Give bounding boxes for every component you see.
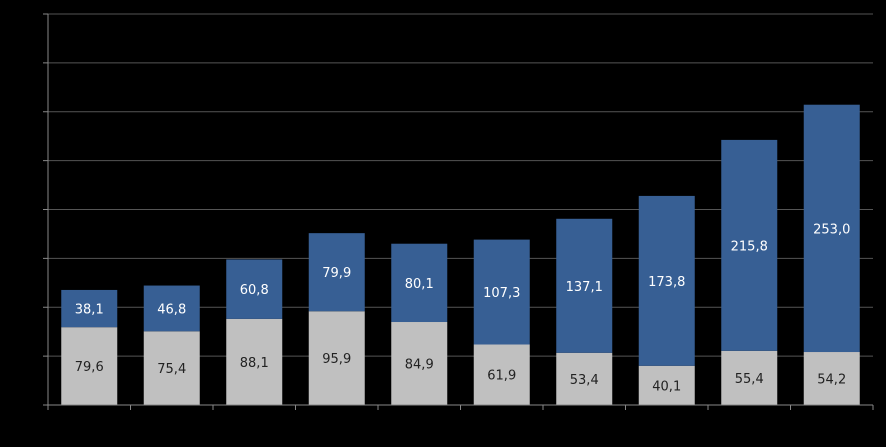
bar-segment-upper — [61, 289, 118, 328]
bar-segment-upper — [226, 259, 283, 319]
bar-segment-lower — [143, 331, 200, 405]
data-label: 38,1 — [75, 303, 104, 318]
data-label: 137,1 — [566, 280, 603, 295]
data-label: 80,1 — [405, 277, 434, 292]
bars — [61, 104, 860, 405]
bar-segment-lower — [226, 318, 283, 405]
data-label: 84,9 — [405, 358, 434, 373]
bar-segment-lower — [61, 327, 118, 405]
data-label: 61,9 — [487, 369, 516, 384]
data-label: 79,6 — [75, 360, 104, 375]
bar-segment-upper — [721, 139, 778, 351]
bar-segment-upper — [473, 239, 530, 345]
bar-segment-lower — [638, 365, 695, 405]
data-label: 53,4 — [570, 373, 599, 388]
bar-segment-upper — [803, 104, 860, 353]
bar-segment-lower — [391, 322, 448, 405]
data-label: 95,9 — [322, 352, 351, 367]
bar-segment-lower — [721, 350, 778, 405]
axes — [43, 13, 874, 410]
data-label: 173,8 — [648, 275, 685, 290]
data-label: 55,4 — [735, 372, 764, 387]
bar-segment-upper — [391, 243, 448, 323]
data-label: 253,0 — [813, 222, 850, 237]
data-label: 215,8 — [731, 239, 768, 254]
data-label: 79,9 — [322, 266, 351, 281]
bar-segment-upper — [308, 233, 365, 312]
bar-segment-upper — [638, 195, 695, 366]
data-label: 46,8 — [157, 302, 186, 317]
data-label: 75,4 — [157, 362, 186, 377]
bar-segment-lower — [308, 311, 365, 405]
data-labels: 79,6 38,1 75,4 46,8 88,1 60,8 95,9 79,9 84,9 80,1… — [75, 222, 851, 394]
data-label: 88,1 — [240, 356, 269, 371]
data-label: 40,1 — [652, 379, 681, 394]
data-label: 107,3 — [483, 286, 520, 301]
bar-segment-lower — [556, 352, 613, 405]
bar-segment-lower — [473, 344, 530, 405]
bar-segment-lower — [803, 352, 860, 405]
bar-segment-upper — [143, 285, 200, 332]
data-label: 60,8 — [240, 283, 269, 298]
bar-segment-upper — [556, 218, 613, 353]
data-label: 54,2 — [817, 373, 846, 388]
